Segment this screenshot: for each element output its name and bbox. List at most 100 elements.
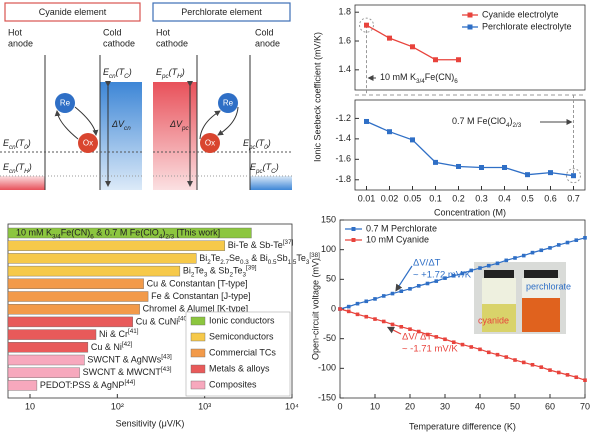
point (548, 246, 552, 250)
text-part: 6 (454, 78, 458, 85)
text-part: Fe(CN) (425, 72, 455, 82)
cap (484, 270, 514, 278)
re-ion (218, 93, 238, 113)
point (478, 347, 482, 352)
high-level-block (100, 82, 142, 190)
point (355, 301, 360, 306)
y-tick-label: 100 (321, 244, 336, 254)
point (478, 266, 482, 270)
annotation: ΔV/ΔT (413, 258, 441, 269)
text-part: Fe & Constantan [J-type] (151, 291, 251, 301)
text-part: (T (256, 138, 266, 148)
point (373, 297, 377, 301)
text-part: 10 mM K (380, 72, 416, 82)
text-part: C (124, 73, 129, 80)
x-tick-label: 0.6 (544, 193, 557, 203)
legend-label: 10 mM Cyanide (366, 234, 429, 244)
text-part: SWCNT & AgNWs (87, 355, 161, 365)
text-part: 4 (506, 122, 510, 129)
annotation: ~ -1.71 mV/K (402, 344, 458, 355)
point (443, 276, 447, 280)
liquid (482, 304, 516, 332)
text-part: 3 (306, 259, 310, 266)
low-level-block (0, 176, 45, 190)
point (583, 378, 587, 382)
text-part: H (177, 73, 182, 80)
text-part: 3/4 (416, 78, 425, 85)
side-label: cathode (103, 38, 135, 48)
text-part: 2/3 (513, 122, 522, 129)
point (434, 279, 439, 283)
x-tick-label: 10³ (198, 401, 211, 411)
point (574, 238, 579, 242)
point (373, 317, 377, 321)
point (433, 159, 438, 165)
y-tick-label: 1.4 (338, 64, 351, 74)
point (556, 243, 561, 247)
delta-label: ΔVcn (111, 119, 131, 132)
x-tick-label: 70 (580, 401, 590, 411)
point (364, 314, 369, 319)
y-axis-label: Ionic Seebeck coefficient (mV/K) (312, 32, 322, 162)
level-label: Epc(T0) (243, 138, 271, 151)
point (355, 312, 360, 317)
level-label: Ecn(T0) (3, 138, 31, 151)
legend-swatch (190, 364, 206, 374)
text-part: [This work] (174, 228, 220, 238)
y-axis-label: Open-circuit voltage (mV) (310, 258, 320, 360)
x-tick-label: 30 (440, 401, 450, 411)
point (416, 284, 421, 288)
panel-title: Perchlorate element (181, 7, 262, 17)
point (346, 304, 351, 309)
point (451, 273, 456, 278)
text-part: [40] (178, 316, 189, 323)
plot-frame (354, 99, 586, 191)
text-part: [43] (161, 354, 172, 361)
redox-arrow (217, 106, 239, 136)
legend-label: Composites (209, 379, 257, 389)
text-part: ) (267, 138, 271, 148)
point (583, 236, 587, 240)
text-part: ) (28, 162, 32, 172)
text-part: ) (27, 138, 31, 148)
text-part: Cu & Ni (91, 342, 122, 352)
text-part: 2 (191, 272, 195, 279)
panel-box (4, 2, 141, 22)
point (338, 307, 342, 311)
bar (7, 354, 85, 366)
bar-label: Cu & CuNi[40] (136, 316, 189, 327)
point (387, 129, 392, 135)
x-tick-label: 0.01 (358, 193, 376, 203)
bar (7, 329, 97, 340)
x-tick-label: 0.1 (429, 193, 442, 203)
bar (7, 253, 197, 264)
text-part: C (271, 168, 276, 175)
low-level-block (250, 176, 292, 190)
point (433, 57, 438, 63)
x-tick-label: 10 (370, 401, 380, 411)
side-label: anode (8, 38, 33, 48)
y-tick-label: -1.4 (335, 133, 351, 143)
point (387, 35, 392, 41)
bar (7, 367, 80, 378)
redox-arrow (74, 106, 99, 136)
text-part: [42] (122, 341, 133, 348)
legend-marker (467, 24, 473, 30)
text-part: ) (162, 228, 165, 238)
series-line (366, 120, 574, 177)
re-ion (55, 93, 75, 113)
point (548, 368, 552, 372)
point (513, 358, 517, 362)
point (460, 342, 465, 347)
y-tick-label: -100 (318, 363, 336, 373)
x-tick-label: 60 (545, 401, 555, 411)
bar-label: Fe & Constantan [J-type] (151, 291, 251, 301)
text-part: 6 (90, 234, 94, 241)
redox-arrow (199, 110, 221, 140)
level-label: Ecn(TH) (3, 162, 32, 175)
side-label: Cold (103, 27, 122, 37)
bar-label: SWCNT & AgNWs[43] (87, 354, 172, 365)
text-part: [37] (283, 239, 294, 246)
text-part: [41] (128, 328, 139, 335)
point (504, 355, 509, 359)
